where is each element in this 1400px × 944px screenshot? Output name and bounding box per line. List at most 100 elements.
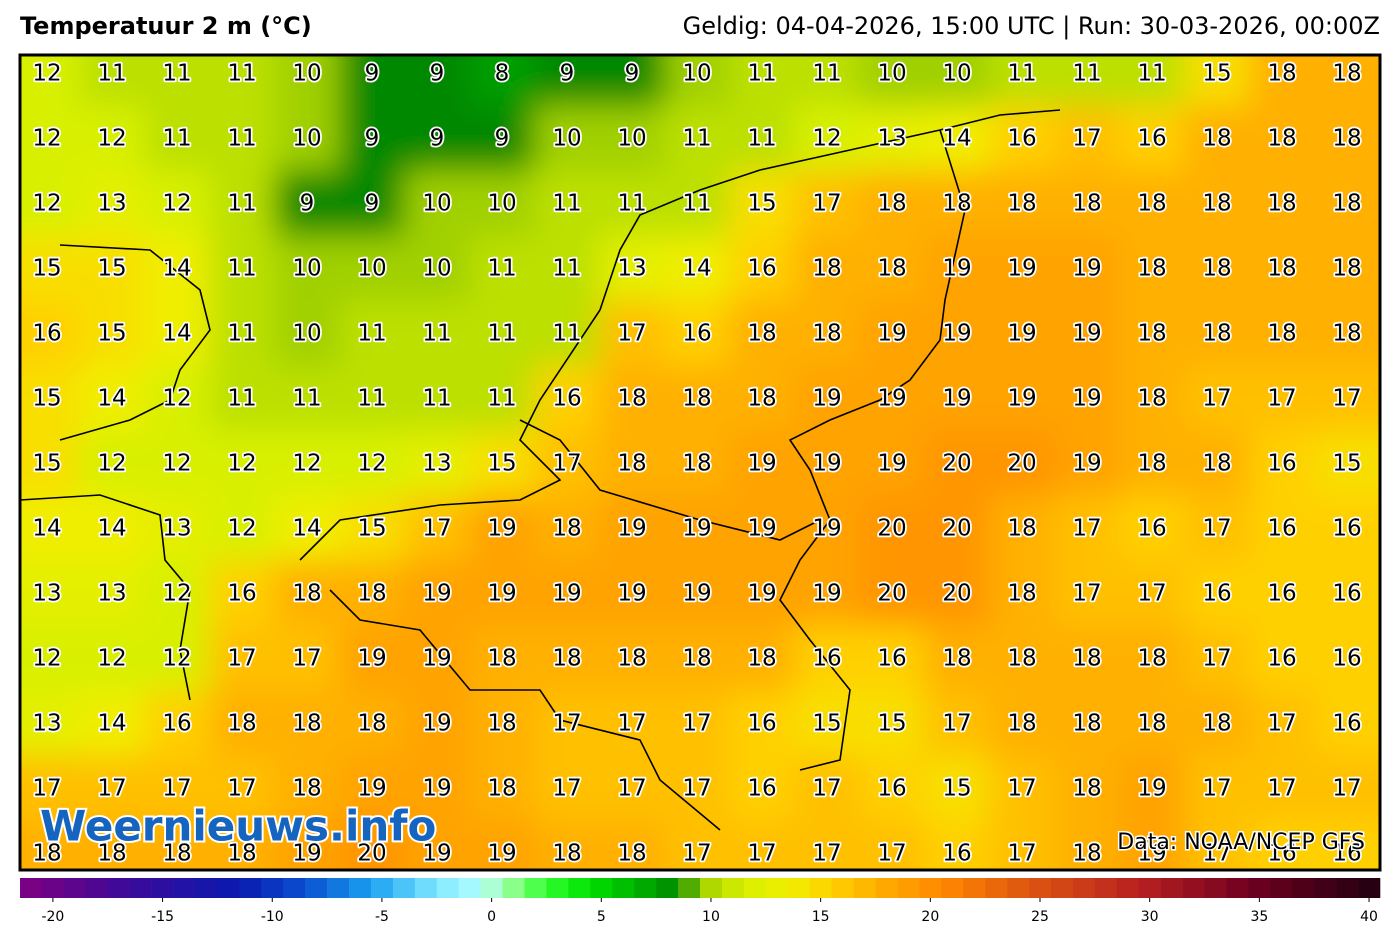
temp-label: 11 — [357, 321, 386, 347]
temp-label: 19 — [1072, 451, 1101, 477]
temp-label: 12 — [162, 451, 191, 477]
temp-label: 17 — [32, 776, 61, 802]
temp-label: 10 — [552, 126, 581, 152]
colorbar-bin — [1007, 878, 1029, 898]
temp-label: 10 — [292, 61, 321, 87]
temp-label: 10 — [942, 61, 971, 87]
colorbar-label: -15 — [151, 909, 174, 925]
temp-label: 19 — [942, 386, 971, 412]
colorbar-bin — [1073, 878, 1095, 898]
colorbar-bin — [1205, 878, 1227, 898]
temp-label: 10 — [292, 126, 321, 152]
temp-label: 17 — [617, 711, 646, 737]
temp-label: 17 — [1202, 386, 1231, 412]
temp-label: 13 — [97, 191, 126, 217]
colorbar-bin — [1139, 878, 1161, 898]
temp-label: 17 — [1137, 581, 1166, 607]
temp-label: 18 — [1267, 61, 1296, 87]
colorbar-label: 0 — [487, 909, 496, 925]
temp-label: 18 — [877, 256, 906, 282]
temp-label: 15 — [877, 711, 906, 737]
temp-cell — [535, 821, 601, 927]
temp-label: 12 — [357, 451, 386, 477]
temp-label: 14 — [97, 386, 126, 412]
temp-label: 19 — [422, 581, 451, 607]
temp-label: 17 — [812, 191, 841, 217]
temp-label: 12 — [97, 126, 126, 152]
temp-cell — [470, 821, 536, 927]
temp-label: 11 — [227, 61, 256, 87]
temp-label: 19 — [877, 451, 906, 477]
temp-label: 17 — [292, 646, 321, 672]
temp-label: 18 — [682, 451, 711, 477]
temp-label: 17 — [97, 776, 126, 802]
colorbar-bin — [612, 878, 634, 898]
temp-label: 12 — [292, 451, 321, 477]
temp-label: 16 — [747, 256, 776, 282]
temp-label: 18 — [1007, 646, 1036, 672]
temp-label: 15 — [1332, 451, 1361, 477]
temp-label: 18 — [292, 581, 321, 607]
temp-label: 19 — [747, 581, 776, 607]
temp-label: 17 — [552, 776, 581, 802]
temp-label: 11 — [747, 61, 776, 87]
colorbar-bin — [1336, 878, 1358, 898]
temp-label: 14 — [97, 711, 126, 737]
temp-label: 13 — [32, 711, 61, 737]
colorbar-bin — [261, 878, 283, 898]
temp-label: 18 — [1202, 191, 1231, 217]
temp-label: 19 — [357, 776, 386, 802]
temp-label: 12 — [97, 451, 126, 477]
temp-label: 17 — [1267, 711, 1296, 737]
temp-label: 17 — [682, 841, 711, 867]
colorbar-bin — [854, 878, 876, 898]
temp-label: 18 — [1332, 256, 1361, 282]
temp-label: 11 — [747, 126, 776, 152]
temp-label: 18 — [552, 516, 581, 542]
colorbar-label: 30 — [1141, 909, 1159, 925]
temp-cell — [535, 1, 601, 107]
colorbar-bin — [678, 878, 700, 898]
colorbar-bin — [1358, 878, 1380, 898]
temp-label: 17 — [227, 646, 256, 672]
colorbar-label: 5 — [597, 909, 606, 925]
colorbar-bin — [1248, 878, 1270, 898]
temp-label: 18 — [1202, 451, 1231, 477]
temp-label: 17 — [682, 776, 711, 802]
temp-label: 12 — [227, 516, 256, 542]
colorbar-bin — [744, 878, 766, 898]
temp-label: 11 — [1137, 61, 1166, 87]
temp-label: 13 — [97, 581, 126, 607]
temp-cell — [470, 1, 536, 107]
temp-label: 18 — [942, 646, 971, 672]
temp-label: 14 — [97, 516, 126, 542]
temp-label: 18 — [1267, 191, 1296, 217]
temp-label: 16 — [162, 711, 191, 737]
temp-label: 9 — [430, 61, 445, 87]
colorbar-bin — [108, 878, 130, 898]
temp-label: 15 — [32, 386, 61, 412]
temp-label: 19 — [357, 646, 386, 672]
temp-label: 18 — [292, 776, 321, 802]
temp-label: 19 — [942, 256, 971, 282]
temp-label: 11 — [227, 386, 256, 412]
temp-label: 20 — [877, 516, 906, 542]
temp-label: 16 — [32, 321, 61, 347]
temp-label: 18 — [1202, 321, 1231, 347]
temp-label: 18 — [942, 191, 971, 217]
temp-label: 19 — [682, 516, 711, 542]
temp-label: 16 — [942, 841, 971, 867]
temp-label: 12 — [32, 646, 61, 672]
temp-label: 18 — [1332, 191, 1361, 217]
temp-cell — [730, 821, 796, 927]
colorbar-bin — [810, 878, 832, 898]
temp-label: 11 — [682, 191, 711, 217]
temp-label: 10 — [682, 61, 711, 87]
temp-label: 18 — [682, 386, 711, 412]
temp-label: 18 — [1137, 451, 1166, 477]
temp-label: 17 — [682, 711, 711, 737]
temp-label: 20 — [942, 581, 971, 607]
colorbar-label: 10 — [702, 909, 720, 925]
temp-label: 17 — [552, 711, 581, 737]
